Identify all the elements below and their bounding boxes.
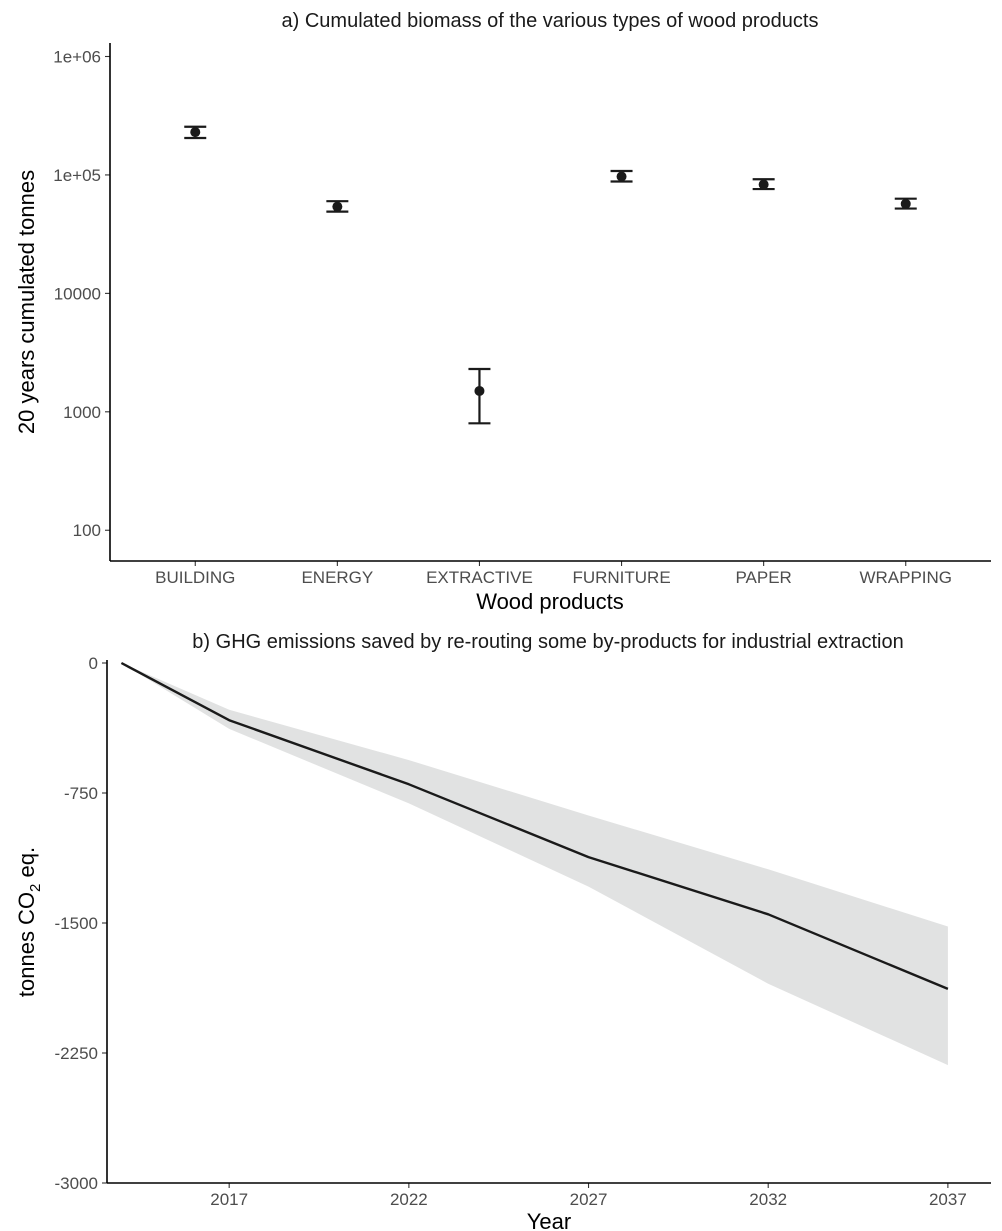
panel-a-y-tick-label: 1000 [63, 403, 101, 422]
panel-b-y-tick-label: -3000 [55, 1174, 98, 1193]
panel-b-x-tick-label: 2022 [390, 1190, 428, 1209]
panel-a-y-tick-label: 1e+06 [53, 47, 101, 66]
panel-a-x-tick-label: WRAPPING [859, 568, 952, 587]
data-point-wrapping [900, 198, 911, 209]
panel-a-y-axis-title: 20 years cumulated tonnes [14, 170, 39, 434]
confidence-ribbon [121, 663, 948, 1066]
error-bar-energy [326, 200, 349, 213]
panel-b-x-tick-label: 2017 [210, 1190, 248, 1209]
panel-b-y-tick-label: 0 [89, 654, 98, 673]
panel-a-x-tick-label: FURNITURE [572, 568, 670, 587]
error-bar-furniture [610, 169, 633, 183]
panel-b-ghg-chart: b) GHG emissions saved by re-routing som… [14, 631, 991, 1231]
panel-a-x-tick-label: ENERGY [301, 568, 373, 587]
series-line [120, 661, 949, 991]
panel-a-y-tick-label: 1e+05 [53, 166, 101, 185]
panel-b-x-tick-label: 2032 [749, 1190, 787, 1209]
data-point-energy [332, 201, 343, 212]
error-bar-wrapping [894, 197, 917, 210]
panel-b-title: b) GHG emissions saved by re-routing som… [192, 631, 903, 653]
panel-a-y-tick-label: 100 [73, 521, 101, 540]
panel-a-y-tick-label: 10000 [54, 284, 101, 303]
data-point-building [190, 127, 201, 138]
panel-b-y-axis-title: tonnes CO2 eq. [14, 847, 44, 997]
panel-b-x-tick-label: 2027 [570, 1190, 608, 1209]
panel-a-x-axis-title: Wood products [476, 589, 624, 614]
error-bar-building [184, 125, 207, 140]
panel-b-y-tick-label: -1500 [55, 914, 98, 933]
panel-b-x-axis-title: Year [527, 1209, 571, 1231]
panel-b-x-tick-label: 2037 [929, 1190, 967, 1209]
data-point-extractive [474, 385, 485, 396]
panel-b-y-tick-label: -750 [64, 784, 98, 803]
panel-b-y-tick-label: -2250 [55, 1044, 98, 1063]
panel-a-title: a) Cumulated biomass of the various type… [282, 10, 819, 32]
panel-a-x-tick-label: PAPER [735, 568, 791, 587]
panel-a-x-tick-label: EXTRACTIVE [426, 568, 533, 587]
error-bar-extractive [468, 367, 491, 425]
data-point-furniture [616, 171, 627, 182]
data-point-paper [758, 179, 769, 190]
error-bar-paper [752, 178, 775, 191]
panel-a-x-tick-label: BUILDING [155, 568, 235, 587]
panel-a-biomass-chart: a) Cumulated biomass of the various type… [14, 10, 991, 614]
